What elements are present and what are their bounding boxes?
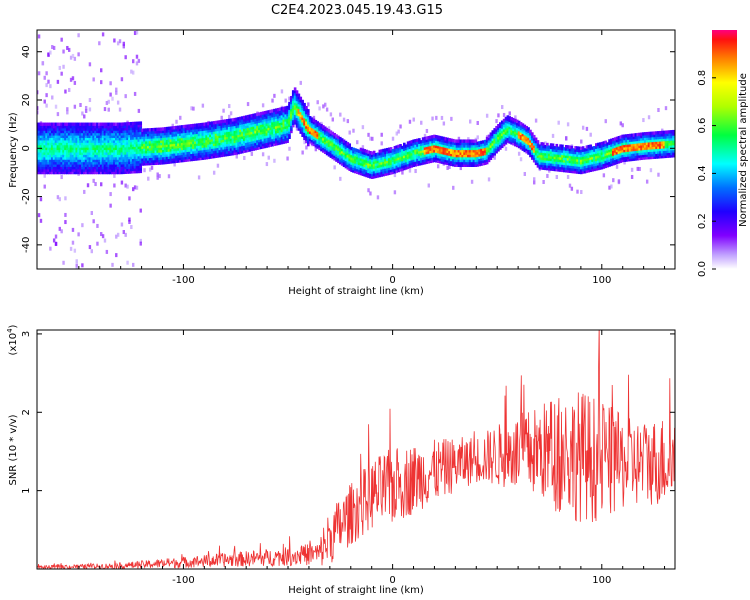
spectrogram-frame	[36, 29, 676, 270]
snr-multiplier: (x104)	[6, 324, 19, 355]
spectrogram-xtick-label: 0	[389, 275, 395, 286]
snr-xtick-label: -100	[172, 575, 195, 586]
colorbar: 0.0 0.2 0.4 0.6 0.8 Normalized spectral ampl…	[697, 30, 749, 277]
colorbar-tick-label: 0.8	[697, 70, 708, 86]
snr-ytick-label: 1	[21, 487, 32, 493]
colorbar-ticks: 0.0 0.2 0.4 0.6 0.8	[697, 70, 716, 277]
spectrogram-ytick-label: 0	[21, 145, 32, 151]
colorbar-tick-label: 0.2	[697, 213, 708, 229]
snr-ytick-label: 2	[21, 409, 32, 415]
spectrogram-ytick-label: -20	[21, 188, 32, 204]
spectrogram-ylabel: Frequency (Hz)	[8, 112, 19, 188]
snr-ticks: -100 0 100 1 2 3	[21, 330, 675, 586]
spectrogram-xlabel: Height of straight line (km)	[288, 286, 424, 297]
snr-panel: -100 0 100 1 2 3 Height of straight line (km)…	[6, 324, 676, 596]
colorbar-tick-label: 0.0	[697, 261, 708, 277]
spectrogram-ytick-label: -40	[21, 237, 32, 253]
spectrogram-ytick-label: 40	[21, 45, 32, 58]
spectrogram-xtick-label: 100	[592, 275, 611, 286]
snr-series-line	[37, 330, 675, 569]
spectrogram-xtick-label: -100	[172, 275, 195, 286]
snr-xtick-label: 0	[389, 575, 395, 586]
colorbar-tick-label: 0.6	[697, 118, 708, 134]
colorbar-gradient	[712, 30, 737, 269]
spectrogram-panel: -100 0 100 -40 -20 0 20 40 Height of straight l…	[8, 29, 676, 297]
snr-xtick-label: 100	[592, 575, 611, 586]
snr-xlabel: Height of straight line (km)	[288, 585, 424, 596]
spectrogram-ytick-label: 20	[21, 94, 32, 107]
snr-frame	[36, 329, 676, 570]
snr-ytick-label: 3	[21, 331, 32, 337]
figure-title: C2E4.2023.045.19.43.G15	[271, 3, 443, 18]
spectrogram-ticks: -100 0 100 -40 -20 0 20 40	[21, 30, 675, 286]
colorbar-label: Normalized spectral amplitude	[738, 73, 749, 227]
colorbar-tick-label: 0.4	[697, 165, 708, 181]
spectrogram-heatmap	[37, 30, 675, 269]
snr-ylabel: SNR (10 * v/v)	[8, 414, 19, 485]
